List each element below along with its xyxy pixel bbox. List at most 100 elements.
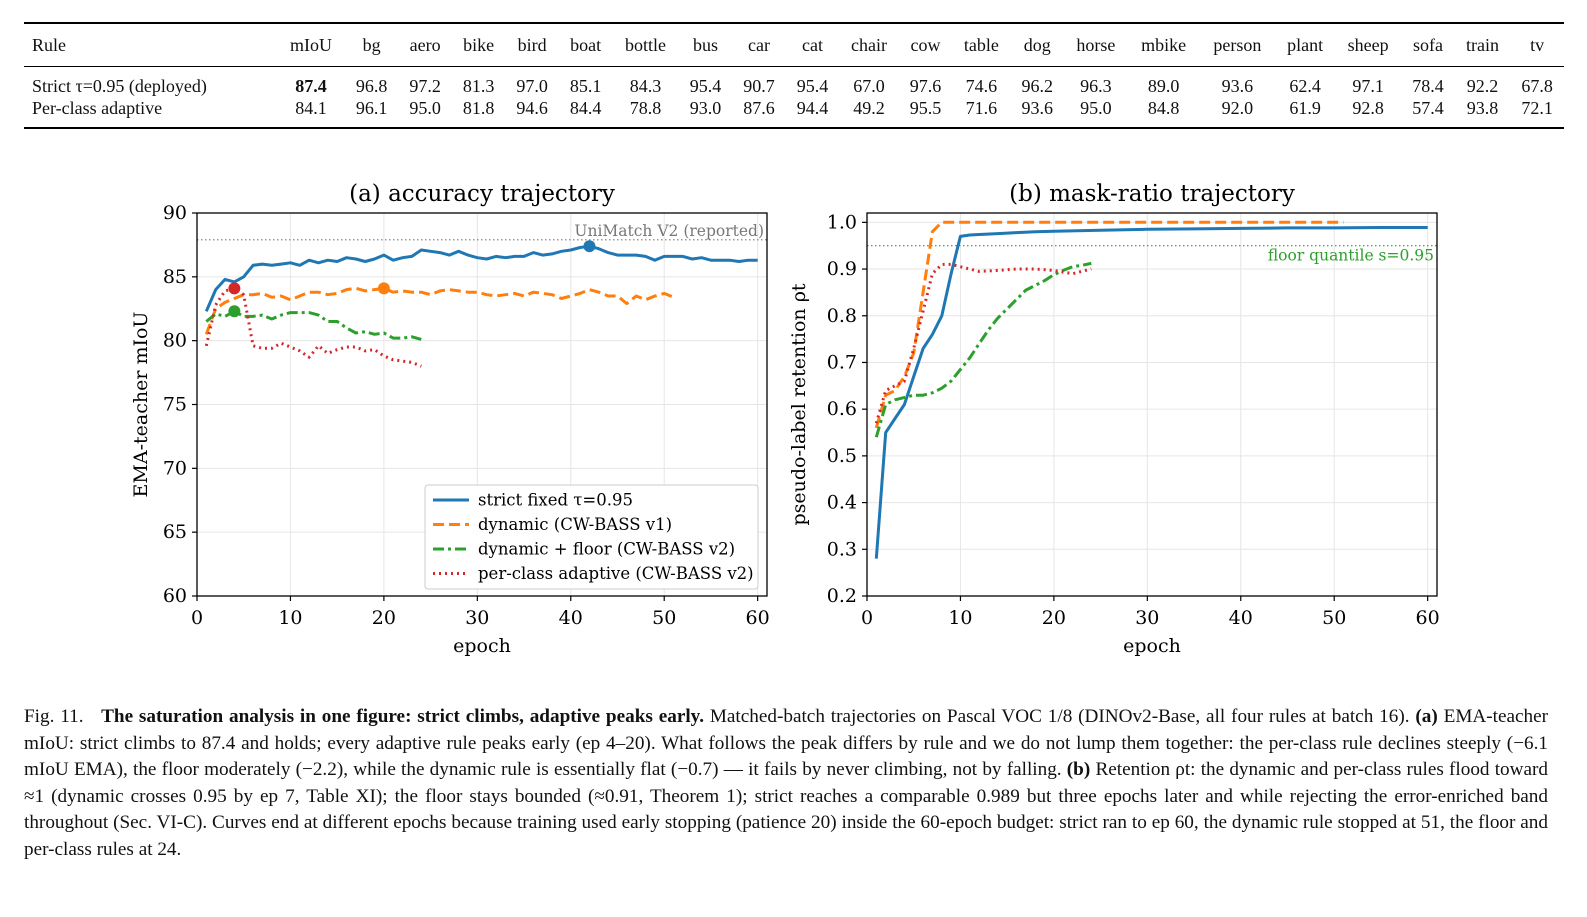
column-header: car	[747, 34, 770, 55]
table-cell: 90.7	[743, 75, 775, 96]
table-cell: 93.0	[689, 97, 722, 118]
series-line	[204, 286, 675, 335]
caption-panel-ref: (a)	[1415, 706, 1438, 727]
y-tick-label: 65	[163, 521, 187, 543]
legend-entry: dynamic + floor (CW-BASS v2)	[478, 540, 735, 559]
table-cell: 78.8	[629, 97, 662, 118]
table-cell: 93.6	[1221, 75, 1254, 96]
y-tick-label: 0.4	[827, 492, 857, 514]
x-tick-label: 10	[278, 607, 302, 629]
peak-marker	[228, 282, 241, 295]
column-header: bird	[517, 34, 547, 55]
caption-text: Retention ρt: the dynamic and per-class …	[24, 759, 1548, 860]
caption-panel-ref: (b)	[1066, 759, 1091, 780]
x-tick-label: 40	[1229, 607, 1253, 629]
table-cell: 89.0	[1147, 75, 1180, 96]
plot-frame	[866, 212, 1438, 597]
column-header: Rule	[32, 34, 66, 55]
table-cell: 95.4	[796, 75, 829, 96]
y-tick-label: 0.8	[827, 305, 857, 327]
y-tick-label: 0.6	[827, 398, 857, 420]
caption-body: Matched-batch trajectories on Pascal VOC…	[24, 706, 1548, 860]
x-tick-label: 50	[652, 607, 676, 629]
column-header: plant	[1287, 34, 1324, 55]
chart-mask-ratio-trajectory: floor quantile s=0.95 0 10 20 30 40 50 60 0.2 0.3…	[788, 181, 1440, 657]
x-tick-label: 40	[559, 607, 583, 629]
y-tick-label: 60	[163, 585, 187, 607]
results-table-container: Rule mIoU bg aero bike bird boat bottle bus car ca…	[24, 22, 1564, 129]
table-cell: 84.1	[295, 97, 327, 118]
x-axis-label: epoch	[1123, 635, 1181, 657]
y-axis-label: pseudo-label retention ρt	[788, 283, 810, 525]
y-tick-label: 70	[163, 457, 187, 479]
table-cell: 87.4	[295, 75, 327, 96]
table-cell: 85.1	[569, 75, 602, 96]
legend-entry: dynamic (CW-BASS v1)	[478, 515, 672, 534]
table-cell: 96.1	[355, 97, 388, 118]
caption-text: EMA-teacher mIoU: strict climbs to 87.4 …	[24, 706, 1549, 780]
table-cell: 74.6	[965, 75, 998, 96]
y-tick-label: 0.7	[827, 351, 857, 373]
table-cell: 67.0	[853, 75, 885, 96]
y-tick-label: 80	[163, 330, 187, 352]
table-row: Per-class adaptive 84.1 96.1 95.0 81.8 94.6 84…	[24, 97, 1564, 128]
column-header: sheep	[1347, 34, 1389, 55]
column-header: bike	[463, 34, 495, 55]
table-cell: 96.8	[355, 75, 388, 96]
column-header: bg	[362, 34, 381, 55]
table-cell: 95.0	[1080, 97, 1112, 118]
table-cell: 87.6	[743, 97, 775, 118]
series-line	[874, 226, 1428, 559]
table-cell: 62.4	[1289, 75, 1321, 96]
table-cell: 97.1	[1352, 75, 1384, 96]
table-cell: 95.5	[909, 97, 942, 118]
results-table: Rule mIoU bg aero bike bird boat bottle bus car ca…	[24, 22, 1564, 129]
table-cell: 72.1	[1521, 97, 1553, 118]
caption-bold-title: The saturation analysis in one figure: s…	[101, 706, 704, 727]
column-header: chair	[851, 34, 887, 55]
x-tick-label: 30	[1135, 607, 1159, 629]
y-tick-label: 75	[163, 394, 187, 416]
peak-marker	[583, 240, 596, 253]
series-line	[204, 244, 758, 312]
table-cell: 97.2	[409, 75, 441, 96]
table-cell: 61.9	[1289, 97, 1321, 118]
table-cell: 49.2	[853, 97, 885, 118]
column-header: boat	[570, 34, 602, 55]
series-line	[204, 286, 422, 368]
table-cell: 97.6	[909, 75, 942, 96]
row-label: Strict τ=0.95 (deployed)	[32, 75, 207, 96]
x-tick-label: 60	[1416, 607, 1440, 629]
table-cell: 71.6	[965, 97, 998, 118]
column-header: horse	[1076, 34, 1116, 55]
table-cell: 97.0	[516, 75, 548, 96]
chart-accuracy-trajectory: UniMatch V2 (reported) 0 10 20 30 40 50 60 60 65 7…	[130, 181, 770, 657]
caption-text: Matched-batch trajectories on Pascal VOC…	[704, 706, 1416, 727]
column-header: bus	[692, 34, 718, 55]
y-tick-label: 90	[163, 202, 187, 224]
column-header: sofa	[1413, 34, 1444, 55]
x-tick-label: 0	[861, 607, 873, 629]
peak-marker	[228, 305, 241, 318]
peak-marker	[377, 282, 390, 295]
table-cell: 67.8	[1521, 75, 1553, 96]
figure-caption: Fig. 11. The saturation analysis in one …	[24, 704, 1548, 863]
x-axis-label: epoch	[453, 635, 511, 657]
reference-line-label: UniMatch V2 (reported)	[574, 222, 764, 240]
table-cell: 93.8	[1466, 97, 1499, 118]
x-tick-label: 20	[372, 607, 396, 629]
x-tick-label: 60	[746, 607, 770, 629]
table-row: Strict τ=0.95 (deployed) 87.4 96.8 97.2 81.3…	[24, 66, 1564, 98]
column-header: mbike	[1141, 34, 1187, 55]
x-tick-label: 30	[465, 607, 489, 629]
legend-box	[424, 484, 759, 590]
y-tick-label: 1.0	[827, 211, 857, 233]
column-header: train	[1466, 34, 1500, 55]
column-header: bottle	[625, 34, 667, 55]
reference-line-label: floor quantile s=0.95	[1268, 247, 1434, 265]
column-header: dog	[1023, 34, 1051, 55]
y-tick-label: 0.2	[827, 585, 857, 607]
table-cell: 84.4	[569, 97, 602, 118]
table-cell: 78.4	[1412, 75, 1444, 96]
table-cell: 96.3	[1080, 75, 1112, 96]
